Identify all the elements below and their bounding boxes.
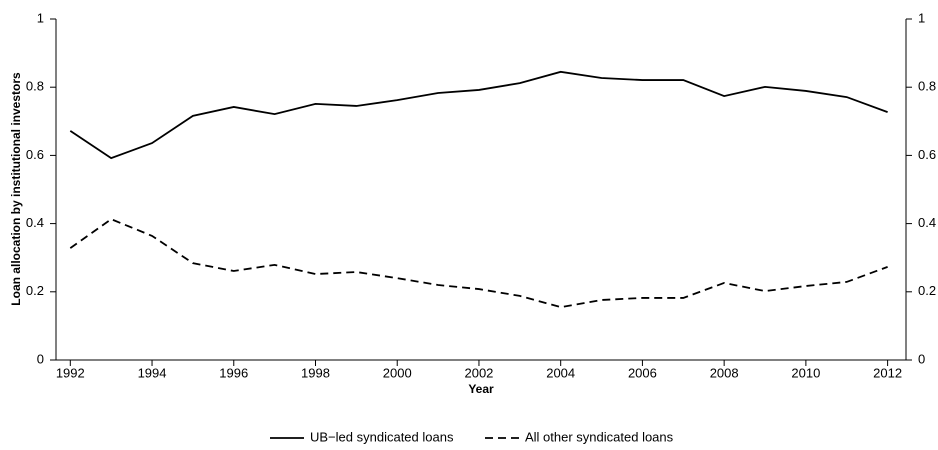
y-tick-label: 1 xyxy=(37,10,44,25)
x-tick-label: 1992 xyxy=(56,365,85,380)
y2-tick-label: 1 xyxy=(918,10,925,25)
x-tick-label: 2000 xyxy=(383,365,412,380)
series-line xyxy=(69,218,888,309)
legend-label: UB−led syndicated loans xyxy=(310,429,454,444)
x-tick-label: 2006 xyxy=(628,365,657,380)
x-tick-label: 1994 xyxy=(138,365,167,380)
x-tick-label: 2010 xyxy=(791,365,820,380)
legend-label: All other syndicated loans xyxy=(525,429,674,444)
y2-tick-label: 0.6 xyxy=(918,147,936,162)
series-line xyxy=(69,70,888,160)
x-axis-title: Year xyxy=(468,382,494,396)
x-tick-label: 2002 xyxy=(464,365,493,380)
y-tick-label: 0.4 xyxy=(26,215,44,230)
y2-tick-label: 0.2 xyxy=(918,283,936,298)
y2-tick-label: 0 xyxy=(918,351,925,366)
x-tick-label: 2008 xyxy=(710,365,739,380)
x-tick-label: 2012 xyxy=(873,365,902,380)
y2-tick-label: 0.8 xyxy=(918,79,936,94)
y-tick-label: 0.6 xyxy=(26,147,44,162)
x-tick-label: 2004 xyxy=(546,365,575,380)
y2-tick-label: 0.4 xyxy=(918,215,936,230)
x-tick-label: 1998 xyxy=(301,365,330,380)
y-tick-label: 0.8 xyxy=(26,79,44,94)
y-axis-title: Loan allocation by institutional investo… xyxy=(9,72,23,306)
x-tick-label: 1996 xyxy=(219,365,248,380)
y-tick-label: 0 xyxy=(37,351,44,366)
y-tick-label: 0.2 xyxy=(26,283,44,298)
